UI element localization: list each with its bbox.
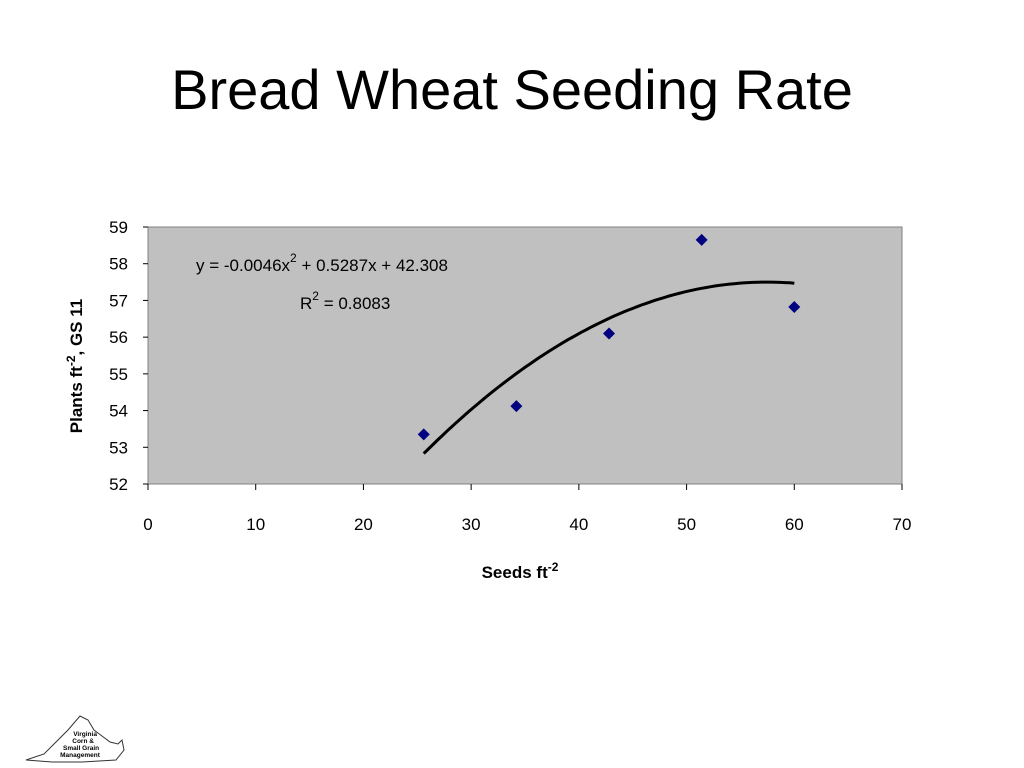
trendline: [422, 280, 795, 455]
x-tick-label: 50: [677, 515, 696, 534]
x-tick-label: 40: [569, 515, 588, 534]
data-points: [417, 233, 801, 441]
plot-area: [147, 226, 903, 485]
r-squared: R2 = 0.8083: [300, 289, 390, 313]
y-tick-label: 59: [109, 218, 128, 237]
x-tick-label: 0: [143, 515, 152, 534]
x-tick-label: 20: [354, 515, 373, 534]
y-axis: 52 53 54 55 56 57 58 59: [109, 218, 148, 494]
x-tick-label: 70: [893, 515, 912, 534]
y-tick-label: 53: [109, 438, 128, 457]
virginia-logo: Virginia Corn & Small Grain Management: [25, 715, 125, 763]
y-axis-title: Plants ft-2, GS 11: [64, 299, 86, 433]
scatter-chart: 52 53 54 55 56 57 58 59 0 10 20 30 40 50 60 70 y = -0.…: [64, 218, 911, 582]
x-axis: 0 10 20 30 40 50 60 70: [143, 484, 911, 534]
x-tick-label: 30: [462, 515, 481, 534]
trendline-equation: y = -0.0046x2 + 0.5287x + 42.308: [196, 251, 448, 275]
data-point: [510, 400, 523, 413]
x-tick-label: 60: [785, 515, 804, 534]
data-point: [695, 233, 708, 246]
y-tick-label: 56: [109, 328, 128, 347]
y-tick-label: 54: [109, 402, 128, 421]
virginia-outline-icon: [25, 715, 125, 763]
data-point: [417, 428, 430, 441]
data-point: [788, 301, 801, 314]
logo-text: Virginia Corn & Small Grain Management: [60, 731, 101, 759]
y-tick-label: 52: [109, 475, 128, 494]
y-tick-label: 55: [109, 365, 128, 384]
slide-title: Bread Wheat Seeding Rate: [171, 58, 853, 121]
x-axis-title: Seeds ft-2: [482, 560, 559, 582]
y-tick-label: 57: [109, 291, 128, 310]
data-point: [603, 327, 616, 340]
y-tick-label: 58: [109, 255, 128, 274]
x-tick-label: 10: [246, 515, 265, 534]
